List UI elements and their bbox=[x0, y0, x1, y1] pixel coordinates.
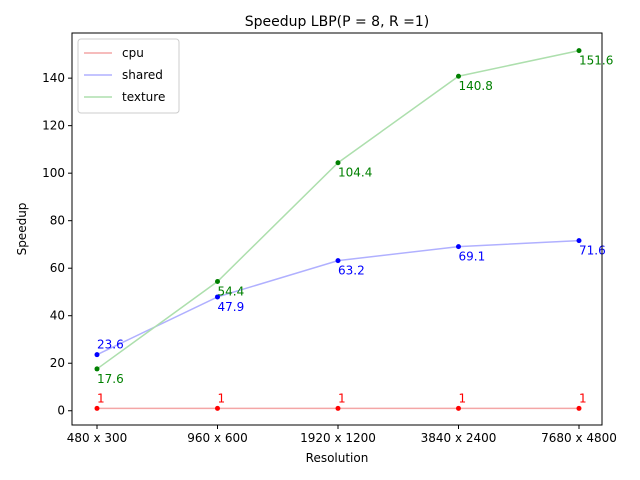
x-axis-label: Resolution bbox=[306, 451, 369, 465]
data-label-cpu: 1 bbox=[218, 391, 226, 405]
data-point-cpu bbox=[456, 405, 461, 411]
legend-label-texture: texture bbox=[122, 90, 165, 104]
series-line-shared bbox=[96, 239, 580, 356]
data-point-cpu bbox=[576, 405, 582, 411]
data-point-shared bbox=[456, 244, 461, 250]
data-label-cpu: 1 bbox=[97, 391, 105, 405]
data-point-texture bbox=[456, 73, 461, 79]
x-tick-label: 1920 x 1200 bbox=[300, 431, 376, 445]
x-tick-label: 960 x 600 bbox=[187, 431, 248, 445]
y-tick-label: 120 bbox=[42, 119, 65, 133]
x-tick-label: 3840 x 2400 bbox=[421, 431, 497, 445]
data-label-texture: 54.4 bbox=[218, 285, 245, 299]
data-label-texture: 140.8 bbox=[459, 79, 493, 93]
y-tick-label: 0 bbox=[57, 404, 65, 418]
data-label-texture: 151.6 bbox=[579, 54, 613, 68]
data-label-texture: 104.4 bbox=[338, 166, 372, 180]
data-label-shared: 71.6 bbox=[579, 244, 606, 258]
y-tick-label: 60 bbox=[50, 261, 65, 275]
data-label-shared: 47.9 bbox=[218, 300, 245, 314]
legend-label-shared: shared bbox=[122, 68, 163, 82]
data-point-cpu bbox=[215, 405, 220, 411]
data-label-shared: 63.2 bbox=[338, 264, 365, 278]
data-label-texture: 17.6 bbox=[97, 372, 124, 386]
data-point-shared bbox=[215, 294, 220, 300]
x-tick-label: 480 x 300 bbox=[67, 431, 128, 445]
legend-label-cpu: cpu bbox=[122, 46, 144, 60]
data-point-cpu bbox=[94, 405, 100, 411]
legend: cpu shared texture bbox=[77, 38, 180, 114]
data-label-shared: 69.1 bbox=[459, 250, 486, 264]
data-point-shared bbox=[335, 258, 341, 264]
y-tick-label: 140 bbox=[42, 71, 65, 85]
data-label-cpu: 1 bbox=[579, 391, 587, 405]
data-point-texture bbox=[335, 160, 341, 166]
data-point-cpu bbox=[335, 405, 341, 411]
y-tick-label: 20 bbox=[50, 356, 65, 370]
x-tick-label: 7680 x 4800 bbox=[541, 431, 617, 445]
y-tick-label: 80 bbox=[50, 214, 65, 228]
chart-title: Speedup LBP(P = 8, R =1) bbox=[245, 14, 430, 30]
plot-frame bbox=[71, 32, 603, 426]
data-point-texture bbox=[215, 279, 220, 285]
y-axis-label: Speedup bbox=[15, 203, 29, 256]
data-point-shared bbox=[94, 352, 100, 358]
data-label-shared: 23.6 bbox=[97, 338, 124, 352]
data-label-cpu: 1 bbox=[459, 391, 467, 405]
legend-frame bbox=[77, 38, 180, 114]
data-point-texture bbox=[94, 366, 100, 372]
data-label-cpu: 1 bbox=[338, 391, 346, 405]
y-tick-label: 40 bbox=[50, 309, 65, 323]
x-axis: 480 x 300 960 x 600 1920 x 1200 3840 x 2400… bbox=[67, 425, 617, 445]
plot-series: 1 1 1 1 1 23.6 47.9 63.2 69.1 71.6 17.6 54.4 104.4 14… bbox=[94, 48, 613, 411]
y-tick-label: 100 bbox=[42, 166, 65, 180]
data-point-texture bbox=[576, 48, 582, 54]
data-point-shared bbox=[576, 238, 582, 244]
y-axis: 0 20 40 60 80 100 120 140 bbox=[42, 71, 72, 418]
